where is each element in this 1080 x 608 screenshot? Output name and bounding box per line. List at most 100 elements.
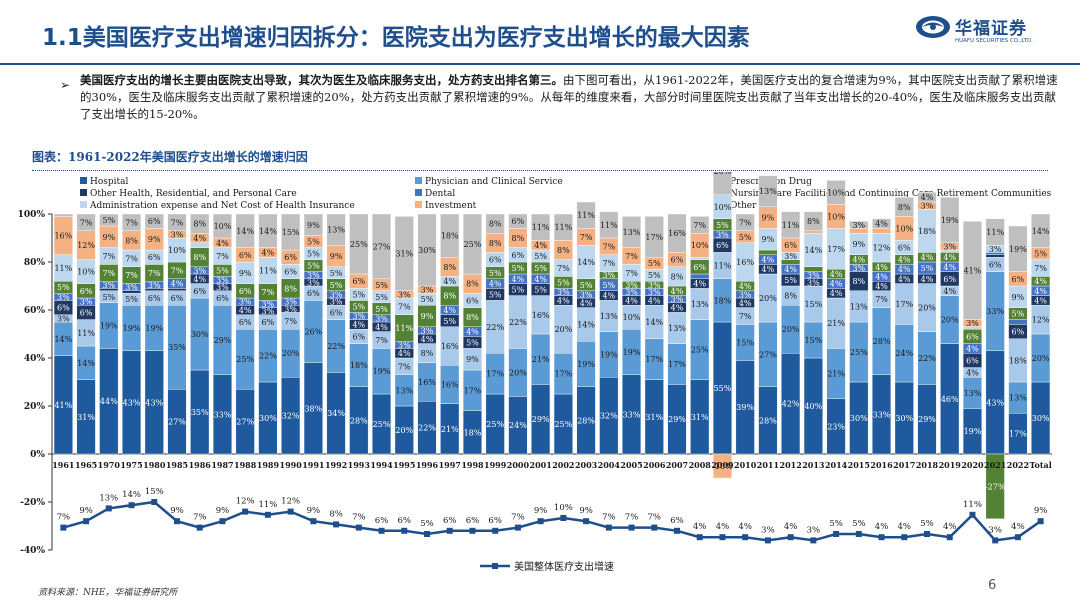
y-tick-label: 0% (30, 450, 45, 460)
bar-data-label: 8% (898, 203, 911, 212)
bar-data-label: 3% (625, 288, 638, 297)
bar-data-label: 13% (600, 312, 618, 321)
bar-data-label: 5% (352, 290, 365, 299)
bar-data-label: 9% (762, 214, 775, 223)
bar-segment (235, 213, 255, 248)
line-legend-label: 美国整体医疗支出增速 (514, 560, 614, 573)
bar-data-label: 14% (236, 227, 254, 236)
bar-data-label: 8% (466, 280, 479, 289)
bar-data-label: 5% (739, 233, 752, 242)
bar-data-label: 7% (557, 264, 570, 273)
bar-data-label: 16% (418, 378, 436, 387)
bar-data-label: 28% (577, 416, 595, 425)
bar-data-label: 14% (645, 318, 663, 327)
bar-data-label: 11% (259, 266, 277, 275)
bar-data-label: 11% (554, 223, 572, 232)
bar-data-label: 18% (1009, 356, 1027, 365)
x-tick-label: 2009 (711, 460, 734, 470)
bar-data-label: 25% (373, 420, 391, 429)
growth-line-label: 4% (1011, 522, 1025, 532)
bar-data-label: 7% (125, 254, 138, 263)
bar-data-label: 5% (648, 259, 661, 268)
bar-data-label: 12% (873, 244, 891, 253)
bar-data-label: 30% (895, 414, 913, 423)
bar-data-label: 4% (489, 280, 502, 289)
bar-data-label: 28% (759, 416, 777, 425)
bar-segment (462, 213, 482, 275)
growth-line-marker (1037, 518, 1044, 525)
x-tick-label: 1994 (370, 460, 393, 470)
bar-data-label: 8% (557, 246, 570, 255)
legend-swatch (80, 201, 87, 208)
growth-line-marker (310, 518, 317, 525)
bar-segment (281, 213, 301, 251)
bar-data-label: 5% (307, 262, 320, 271)
x-tick-label: 2007 (666, 460, 688, 470)
x-tick-label: 2002 (552, 460, 574, 470)
growth-line-label: 12% (281, 497, 300, 507)
bar-data-label: 14% (259, 227, 277, 236)
growth-line-label: 4% (716, 522, 730, 532)
growth-line-label: 9% (307, 506, 321, 516)
growth-line-label: 6% (443, 516, 457, 526)
y-tick-label: -20% (20, 498, 45, 508)
bar-data-label: 14% (77, 359, 95, 368)
bar-segment (1008, 225, 1028, 272)
growth-line-label: 9% (170, 506, 184, 516)
x-tick-label: Total (1029, 460, 1051, 470)
growth-line-marker (651, 524, 658, 531)
growth-line-label: 4% (738, 522, 752, 532)
bar-data-label: 10% (691, 241, 709, 250)
growth-line-marker (674, 527, 680, 534)
bar-data-label: 5% (375, 281, 388, 290)
bar-data-label: 4% (1034, 277, 1047, 286)
bar-data-label: 40% (804, 402, 822, 411)
x-tick-label: 1988 (234, 460, 257, 470)
bar-data-label: 5% (102, 216, 115, 225)
growth-line-label: 4% (943, 522, 957, 532)
growth-line-marker (742, 534, 749, 541)
bar-data-label: 4% (921, 275, 934, 284)
bar-data-label: 4% (921, 253, 934, 262)
bar-data-label: 3% (330, 298, 343, 307)
bar-data-label: 25% (554, 420, 572, 429)
x-tick-label: 1986 (189, 460, 212, 470)
bar-data-label: 4% (898, 275, 911, 284)
bar-data-label: 3% (284, 298, 297, 307)
bar-data-label: 8% (443, 263, 456, 272)
bar-data-label: 4% (262, 248, 275, 257)
bar-data-label: 27% (236, 418, 254, 427)
bar-data-label: 6% (352, 332, 365, 341)
bar-data-label: 5% (57, 283, 70, 292)
growth-line-marker (174, 518, 180, 525)
bar-data-label: 18% (464, 428, 482, 437)
bar-data-label: 7% (625, 252, 638, 261)
bar-data-label: 7% (171, 218, 184, 227)
bar-data-label: 39% (736, 403, 754, 412)
bar-data-label: 3% (80, 298, 93, 307)
bar-data-label: 8% (807, 217, 820, 226)
growth-line-label: 12% (236, 497, 255, 507)
bar-data-label: 20% (941, 316, 959, 325)
bar-data-label: 29% (918, 415, 936, 424)
bar-data-label: 10% (827, 212, 845, 221)
x-tick-label: 2021 (984, 460, 1006, 470)
growth-line-marker (219, 518, 226, 525)
bar-data-label: 31% (645, 413, 663, 422)
summary-text: 由下图可看出，从1961-2022年，美国医疗支出的复合增速为9%，其中医院支出… (80, 73, 1058, 121)
bar-data-label: 6% (1012, 328, 1025, 337)
bar-segment (962, 221, 982, 320)
bar-data-label: 9% (762, 235, 775, 244)
bar-data-label: 5% (375, 305, 388, 314)
bar-segment (940, 197, 960, 243)
bar-data-label: 19% (600, 350, 618, 359)
x-tick-label: 1989 (257, 460, 280, 470)
bar-data-label: 20% (395, 426, 413, 435)
growth-line-marker (287, 508, 294, 515)
bar-data-label: 4% (557, 296, 570, 305)
bar-data-label: 13% (395, 386, 413, 395)
bar-segment (394, 216, 414, 292)
bar-data-label: 5% (1012, 310, 1025, 319)
bar-data-label: 18% (918, 227, 936, 236)
bar-data-label: 5% (534, 264, 547, 273)
